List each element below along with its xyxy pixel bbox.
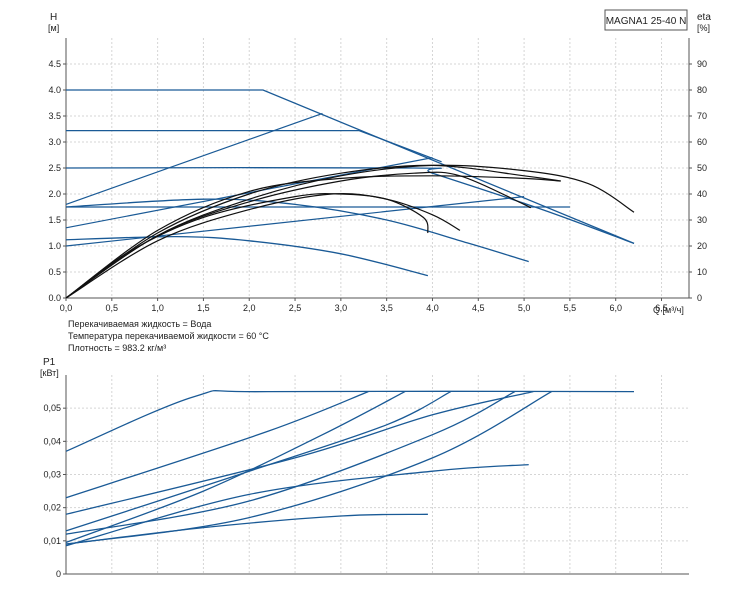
note-density: Плотность = 983.2 кг/м³ <box>68 343 166 353</box>
power-grid <box>66 375 689 574</box>
power-curve <box>65 390 369 499</box>
head-curve <box>65 198 529 263</box>
power-curves <box>65 390 635 547</box>
power-ticks: 0 0,01 0,02 0,03 0,04 0,05 <box>43 403 66 579</box>
y-tick-label: 0,05 <box>43 403 61 413</box>
eta-tick-label: 60 <box>697 137 707 147</box>
power-curve <box>65 513 428 545</box>
eta-ylabel-line2: [%] <box>697 23 710 33</box>
efficiency-curve <box>65 164 561 299</box>
eta-tick-label: 90 <box>697 59 707 69</box>
x-tick-label: 3,5 <box>380 303 393 313</box>
eta-ylabel-line1: eta <box>697 12 711 23</box>
y-tick-label: 1.0 <box>48 241 61 251</box>
y-tick-label: 3.0 <box>48 137 61 147</box>
power-curve <box>65 391 452 532</box>
power-chart: 0 0,01 0,02 0,03 0,04 0,05 <box>43 375 689 579</box>
control-curve <box>65 112 323 205</box>
power-ylabel-line1: P1 <box>43 357 56 368</box>
x-tick-label: 0,5 <box>106 303 119 313</box>
x-tick-label: 2,0 <box>243 303 256 313</box>
note-fluid: Перекачиваемая жидкость = Вода <box>68 319 211 329</box>
y-tick-label: 1.5 <box>48 215 61 225</box>
y-tick-label: 0,04 <box>43 436 61 446</box>
x-tick-label: 6,0 <box>609 303 622 313</box>
control-curve <box>65 196 525 247</box>
x-tick-label: 4,0 <box>426 303 439 313</box>
model-label-box <box>604 9 688 31</box>
eta-tick-label: 30 <box>697 215 707 225</box>
eta-tick-label: 40 <box>697 189 707 199</box>
x-tick-label: 0,0 <box>60 303 73 313</box>
eta-tick-label: 0 <box>697 293 702 303</box>
power-curve <box>65 391 516 535</box>
efficiency-curve <box>65 193 429 299</box>
x-tick-label: 5,5 <box>564 303 577 313</box>
head-curve <box>65 235 429 277</box>
y-tick-label: 3.5 <box>48 111 61 121</box>
x-tick-label: 4,5 <box>472 303 485 313</box>
note-temperature: Температура перекачиваемой жидкости = 60… <box>68 331 269 341</box>
y-tick-label: 4.0 <box>48 85 61 95</box>
eta-tick-label: 20 <box>697 241 707 251</box>
x-tick-label: 2,5 <box>289 303 302 313</box>
x-tick-label: 1,0 <box>151 303 164 313</box>
y-tick-label: 2.0 <box>48 189 61 199</box>
y-tick-label: 0.5 <box>48 267 61 277</box>
power-curve <box>65 391 406 544</box>
head-ylabel-line1: H <box>50 12 57 23</box>
y-tick-label: 0,01 <box>43 536 61 546</box>
power-curve <box>65 390 534 515</box>
x-tick-label: 3,0 <box>335 303 348 313</box>
efficiency-curve <box>65 192 461 299</box>
y-tick-label: 2.5 <box>48 163 61 173</box>
efficiency-curve <box>65 164 635 299</box>
power-ylabel-line2: [кВт] <box>40 368 59 378</box>
x-tick-label: 6,5 <box>655 303 668 313</box>
y-tick-label: 4.5 <box>48 59 61 69</box>
y-tick-label: 0,03 <box>43 470 61 480</box>
head-curve <box>66 89 635 245</box>
eta-tick-label: 50 <box>697 163 707 173</box>
head-curve <box>66 129 442 163</box>
y-tick-label: 0,02 <box>43 503 61 513</box>
flow-xlabel: Q [м³/ч] <box>653 305 684 315</box>
head-curve <box>65 166 635 245</box>
model-label: MAGNA1 25-40 N <box>606 16 687 27</box>
head-curves <box>65 89 635 299</box>
y-tick-label: 0.0 <box>48 293 61 303</box>
y-tick-label: 0 <box>56 569 61 579</box>
x-tick-label: 5,0 <box>518 303 531 313</box>
head-chart: 0.0 0.5 1.0 1.5 2.0 2.5 3.0 3.5 4.0 4.5 0,0 0,5 1,0 1… <box>48 38 707 313</box>
head-ylabel-line2: [м] <box>48 23 59 33</box>
head-ticks: 0.0 0.5 1.0 1.5 2.0 2.5 3.0 3.5 4.0 4.5 0,0 0,5 1,0 1… <box>48 59 707 313</box>
eta-tick-label: 70 <box>697 111 707 121</box>
eta-tick-label: 80 <box>697 85 707 95</box>
efficiency-curve <box>65 175 561 299</box>
eta-tick-label: 10 <box>697 267 707 277</box>
x-tick-label: 1,5 <box>197 303 210 313</box>
power-curve <box>65 463 529 547</box>
efficiency-curve <box>65 171 531 299</box>
